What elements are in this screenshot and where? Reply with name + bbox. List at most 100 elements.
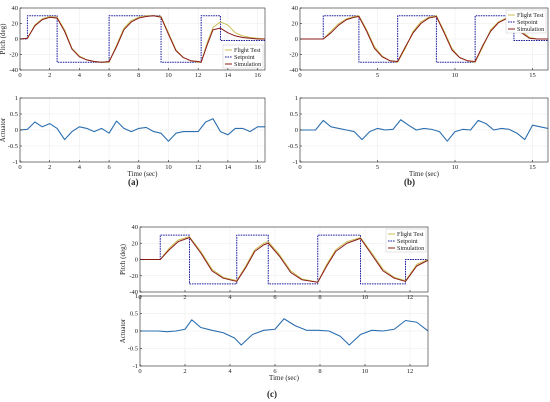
series-line-actuator [140, 318, 428, 346]
x-tick-label: 15 [529, 72, 536, 79]
x-tick-label: 2 [183, 368, 186, 375]
x-tick-label: 12 [407, 368, 414, 375]
y-tick-label: -40 [129, 289, 138, 296]
legend-label-flight-test: Flight Test [517, 12, 544, 19]
y-axis-label: Actuator [0, 117, 7, 142]
panel-a-actuator-chart: 0 2 4 6 8 10 12 14 16 -1 -0.5 0 0.5 1 Actuator Time (se… [0, 95, 266, 178]
panel-label-b: (b) [404, 177, 415, 187]
x-tick-label: 5 [376, 164, 379, 171]
x-tick-label: 10 [165, 164, 172, 171]
y-tick-label: 40 [132, 224, 139, 231]
panel-a-pitch-chart: 0 2 4 6 8 10 12 14 16 -40 -20 0 20 40 Pitch (deg) Fligh… [0, 5, 266, 79]
panel-c-actuator-series-group [140, 318, 428, 346]
x-tick-label: 2 [48, 72, 51, 79]
x-axis-label: Time (sec) [409, 170, 440, 178]
y-tick-label: 40 [12, 5, 19, 12]
series-line-setpoint [300, 15, 548, 63]
series-line-actuator [20, 118, 265, 142]
y-axis-label: Pitch (deg) [119, 243, 127, 275]
x-tick-label: 4 [78, 72, 82, 79]
y-tick-label: -20 [289, 52, 298, 59]
x-tick-label: 10 [452, 164, 459, 171]
series-line-setpoint [140, 234, 428, 285]
y-tick-label: 0 [15, 36, 18, 43]
y-tick-label: 1 [15, 95, 18, 102]
y-tick-label: -1 [133, 363, 138, 370]
panel-label-c: (c) [267, 389, 277, 399]
y-tick-label: -1 [293, 159, 298, 166]
y-tick-label: 0.5 [130, 311, 138, 318]
y-tick-label: -40 [9, 67, 18, 74]
x-tick-label: 12 [195, 164, 202, 171]
y-tick-label: -0.5 [8, 143, 18, 150]
panel-a-pitch-series-group [20, 15, 265, 63]
x-axis-label: Time (sec) [269, 374, 300, 382]
series-line-setpoint [20, 15, 265, 63]
x-tick-label: 6 [273, 294, 277, 301]
y-tick-label: 20 [132, 240, 139, 247]
legend-label-simulation: Simulation [397, 245, 424, 252]
x-tick-label: 0 [18, 164, 21, 171]
panel-b-actuator-series-group [300, 119, 548, 142]
x-tick-label: 8 [137, 72, 140, 79]
x-tick-label: 0 [138, 368, 141, 375]
x-tick-label: 14 [225, 72, 232, 79]
legend-box [222, 44, 264, 69]
panel-a-actuator-series-group [20, 118, 265, 142]
y-tick-label: 0.5 [290, 111, 298, 118]
legend-label-simulation: Simulation [234, 61, 261, 68]
panel-label-a: (a) [128, 177, 139, 187]
series-line-actuator [300, 119, 548, 142]
x-tick-label: 5 [376, 72, 379, 79]
x-tick-label: 6 [107, 164, 111, 171]
legend-label-setpoint: Setpoint [517, 19, 538, 26]
y-tick-label: -0.5 [288, 143, 298, 150]
legend-box [385, 228, 427, 253]
x-tick-label: 12 [195, 72, 202, 79]
x-tick-label: 15 [529, 164, 536, 171]
x-tick-label: 6 [273, 368, 277, 375]
y-tick-label: 40 [292, 5, 299, 12]
series-line-simulation [20, 15, 265, 63]
legend-box [505, 9, 547, 34]
x-tick-label: 16 [254, 164, 261, 171]
x-tick-label: 10 [362, 368, 369, 375]
y-tick-label: -1 [13, 159, 18, 166]
legend-label-setpoint: Setpoint [234, 54, 255, 61]
y-axis-label: Actuator [119, 318, 127, 343]
y-tick-label: 0 [295, 127, 298, 134]
x-tick-label: 0 [298, 72, 301, 79]
x-tick-label: 8 [318, 368, 321, 375]
x-tick-label: 6 [107, 72, 111, 79]
x-tick-label: 10 [452, 72, 459, 79]
x-tick-label: 16 [254, 72, 261, 79]
y-tick-label: 0 [295, 36, 298, 43]
panel-c-actuator-chart: 0 2 4 6 8 10 12 -1 -0.5 0 0.5 1 Actuator Time (sec) [119, 293, 429, 382]
x-tick-label: 0 [298, 164, 301, 171]
y-tick-label: 1 [295, 95, 298, 102]
x-axis-label: Time (sec) [128, 170, 159, 178]
legend-label-flight-test: Flight Test [397, 231, 424, 238]
x-tick-label: 8 [137, 164, 140, 171]
panel-c-pitch-series-group [140, 234, 428, 285]
x-tick-label: 0 [18, 72, 21, 79]
legend-label-flight-test: Flight Test [234, 47, 261, 54]
x-tick-label: 4 [228, 368, 232, 375]
y-axis-label: Pitch (deg) [0, 23, 7, 55]
y-tick-label: -20 [129, 273, 138, 280]
y-tick-label: -0.5 [128, 346, 138, 353]
y-tick-label: 0 [135, 257, 138, 264]
x-tick-label: 14 [225, 164, 232, 171]
x-tick-label: 4 [228, 294, 232, 301]
legend-label-simulation: Simulation [517, 26, 544, 33]
y-tick-label: 20 [12, 21, 19, 28]
series-line-simulation [140, 237, 428, 283]
legend-label-setpoint: Setpoint [397, 238, 418, 245]
x-tick-label: 4 [78, 164, 82, 171]
y-tick-label: 0 [135, 328, 138, 335]
